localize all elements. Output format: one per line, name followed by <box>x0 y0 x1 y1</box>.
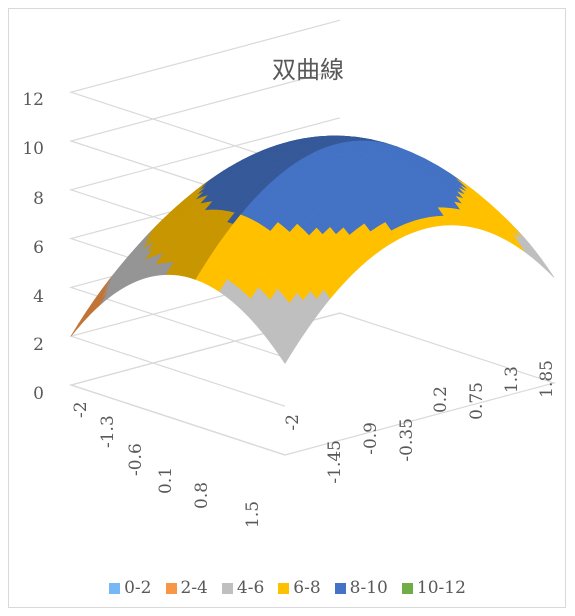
y-tick-label: -0.9 <box>361 422 381 455</box>
legend-item: 8-10 <box>334 578 388 598</box>
floor-grid <box>68 312 557 456</box>
x-tick-label: -2 <box>71 401 91 418</box>
legend-label: 10-12 <box>416 578 466 598</box>
z-tick-label: 12 <box>22 90 44 110</box>
surface-patch <box>278 341 293 365</box>
x-tick-label: -0.6 <box>126 443 146 476</box>
surface-patch <box>540 260 555 278</box>
legend-swatch <box>109 582 121 594</box>
legend-swatch <box>401 582 413 594</box>
gridline <box>68 19 341 163</box>
z-tick-label: 10 <box>22 139 44 159</box>
z-tick-label: 0 <box>33 384 44 404</box>
y-tick-label: -0.35 <box>397 418 417 462</box>
y-tick-label: 1.85 <box>537 360 557 398</box>
z-tick-label: 4 <box>33 287 44 307</box>
y-tick-label: -2 <box>283 414 303 431</box>
legend-item: 6-8 <box>278 578 321 598</box>
legend-item: 2-4 <box>165 578 208 598</box>
y-tick-label: 0.75 <box>467 382 487 420</box>
legend-item: 10-12 <box>401 578 466 598</box>
z-tick-label: 2 <box>33 335 44 355</box>
legend-swatch <box>334 582 346 594</box>
x-tick-label: 0.8 <box>192 482 212 509</box>
y-axis-labels: -2 -1.45 -0.9 -0.35 0.2 0.75 1.3 1.85 <box>283 360 557 484</box>
legend-label: 6-8 <box>293 578 321 598</box>
y-tick-label: 0.2 <box>431 386 451 413</box>
z-axis-labels: 0 2 4 6 8 10 12 <box>22 90 44 404</box>
y-tick-label: -1.45 <box>325 440 345 484</box>
legend-label: 4-6 <box>236 578 265 598</box>
x-tick-label: 0.1 <box>156 467 176 494</box>
y-tick-label: 1.3 <box>502 366 522 393</box>
z-tick-label: 8 <box>33 189 44 209</box>
legend-label: 0-2 <box>124 578 152 598</box>
floor-outline <box>68 312 557 456</box>
chart-title: 双曲線 <box>272 56 344 84</box>
x-tick-label: 1.5 <box>243 501 263 528</box>
legend-label: 8-10 <box>349 578 388 598</box>
x-axis-labels: -2 -1.3 -0.6 0.1 0.8 1.5 <box>71 401 263 528</box>
surface <box>70 135 555 365</box>
legend-item: 0-2 <box>109 578 152 598</box>
legend-label: 2-4 <box>180 578 208 598</box>
legend-swatch <box>165 582 177 594</box>
legend: 0-2 2-4 4-6 6-8 8-10 10-12 <box>0 574 575 602</box>
legend-swatch <box>221 582 233 594</box>
legend-item: 4-6 <box>221 578 265 598</box>
z-tick-label: 6 <box>33 238 44 258</box>
x-tick-label: -1.3 <box>98 415 118 448</box>
legend-swatch <box>278 582 290 594</box>
